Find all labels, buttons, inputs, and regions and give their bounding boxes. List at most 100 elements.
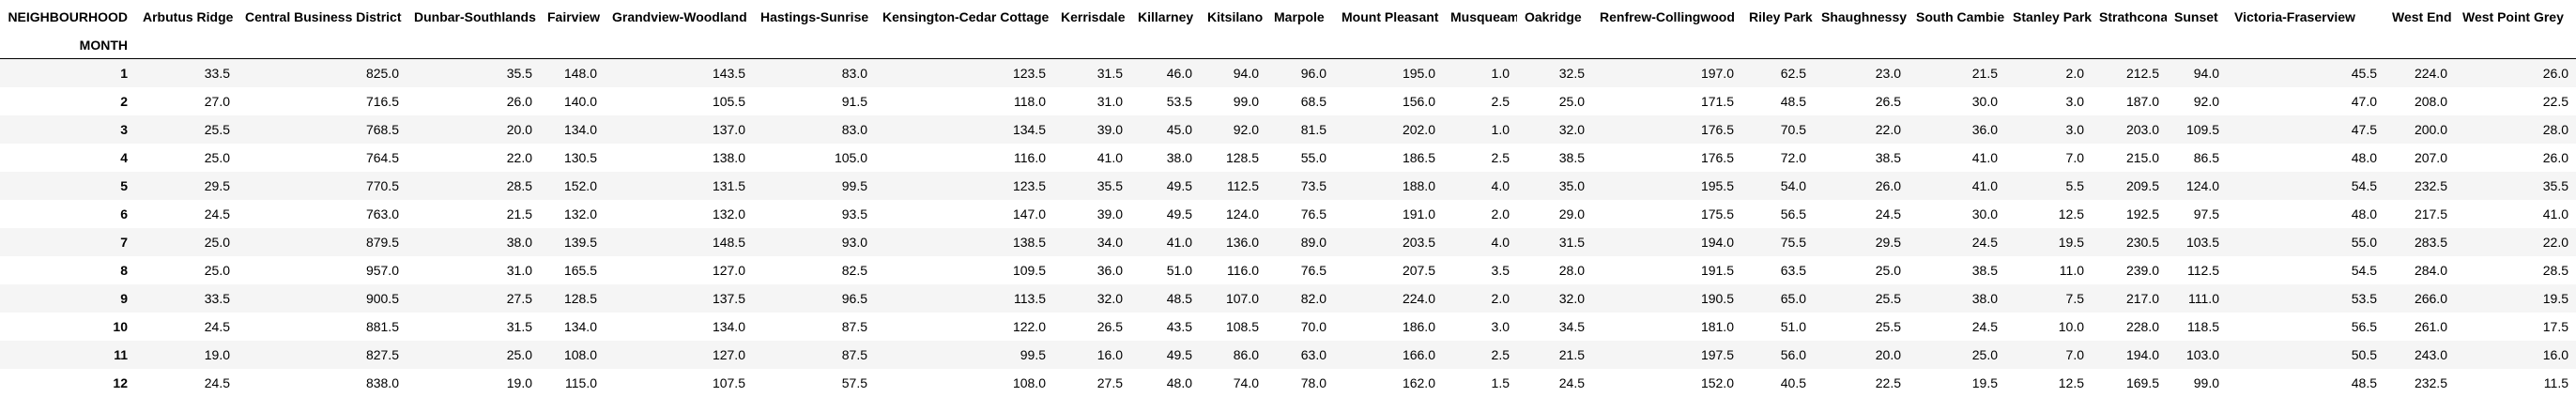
table-cell: 134.5 [1012, 121, 1046, 137]
table-cell: 224.0 [1402, 290, 1435, 306]
table-cell: 197.0 [1700, 65, 1734, 81]
table-cell: 838.0 [365, 374, 399, 390]
index-header-spacer [135, 32, 238, 59]
table-cell: 21.5 [1971, 65, 1998, 81]
table-cell: 112.5 [2187, 262, 2219, 278]
table-cell: 31.5 [506, 318, 532, 334]
table-cell: 283.5 [2414, 234, 2447, 250]
table-cell: 48.0 [1166, 374, 1192, 390]
table-row: 10 24.5 881.5 31.5 134.0 134.0 87.5 122.0 26.5 43… [0, 312, 2576, 341]
table-cell: 56.0 [1780, 346, 1806, 362]
table-cell: 41.0 [1166, 234, 1192, 250]
table-cell: 36.0 [1096, 262, 1123, 278]
table-cell: 103.5 [2185, 234, 2219, 250]
table-cell: 48.5 [1780, 93, 1806, 109]
table-cell: 62.5 [1780, 65, 1806, 81]
index-header-spacer [605, 32, 753, 59]
index-header-spacer [1909, 32, 2005, 59]
column-header: Victoria-Fraserview [2234, 9, 2355, 24]
table-cell: 108.0 [563, 346, 597, 362]
table-cell: 176.5 [1700, 149, 1734, 165]
table-cell: 2.0 [1491, 206, 1510, 221]
table-cell: 109.5 [2185, 121, 2219, 137]
table-cell: 3.0 [2065, 93, 2084, 109]
table-cell: 70.5 [1780, 121, 1806, 137]
table-cell: 3.0 [2065, 121, 2084, 137]
table-cell: 65.0 [1780, 290, 1806, 306]
row-index: 3 [120, 121, 128, 137]
table-cell: 195.0 [1402, 65, 1435, 81]
table-cell: 7.0 [2065, 346, 2084, 362]
row-index: 11 [114, 346, 128, 362]
row-index: 4 [120, 149, 128, 165]
table-cell: 32.0 [1558, 290, 1585, 306]
table-cell: 128.5 [1225, 149, 1259, 165]
table-cell: 207.5 [1402, 262, 1435, 278]
index-header-spacer [1053, 32, 1130, 59]
table-cell: 92.0 [1233, 121, 1259, 137]
index-header-spacer [1592, 32, 1741, 59]
table-cell: 31.0 [1096, 93, 1123, 109]
table-cell: 134.0 [712, 318, 745, 334]
table-cell: 20.0 [506, 121, 532, 137]
table-cell: 186.0 [1402, 318, 1435, 334]
table-cell: 152.0 [563, 177, 597, 193]
table-cell: 96.0 [1300, 65, 1326, 81]
row-index: 1 [120, 65, 128, 81]
table-cell: 99.0 [1233, 93, 1259, 109]
table-cell: 74.0 [1233, 374, 1259, 390]
table-cell: 32.5 [1558, 65, 1585, 81]
table-cell: 105.0 [834, 149, 867, 165]
table-cell: 49.5 [1166, 206, 1192, 221]
table-cell: 35.5 [1096, 177, 1123, 193]
table-cell: 770.5 [365, 177, 399, 193]
table-cell: 2.5 [1491, 93, 1510, 109]
table-cell: 81.5 [1300, 121, 1326, 137]
table-cell: 825.0 [365, 65, 399, 81]
table-cell: 27.5 [1096, 374, 1123, 390]
table-cell: 45.0 [1166, 121, 1192, 137]
table-cell: 230.5 [2125, 234, 2159, 250]
table-cell: 22.5 [1875, 374, 1901, 390]
table-cell: 22.0 [506, 149, 532, 165]
table-cell: 24.5 [1971, 234, 1998, 250]
table-cell: 215.0 [2125, 149, 2159, 165]
table-cell: 130.5 [563, 149, 597, 165]
table-cell: 63.5 [1780, 262, 1806, 278]
table-cell: 41.0 [1971, 149, 1998, 165]
index-header-spacer [2384, 32, 2455, 59]
table-cell: 19.5 [1971, 374, 1998, 390]
table-cell: 48.5 [2351, 374, 2377, 390]
table-cell: 261.0 [2414, 318, 2447, 334]
table-cell: 26.0 [1875, 177, 1901, 193]
table-cell: 266.0 [2414, 290, 2447, 306]
index-header-spacer [1517, 32, 1592, 59]
table-cell: 2.5 [1491, 346, 1510, 362]
table-cell: 118.0 [1014, 93, 1046, 109]
table-cell: 217.5 [2414, 206, 2447, 221]
table-cell: 38.5 [1875, 149, 1901, 165]
table-row: 3 25.5 768.5 20.0 134.0 137.0 83.0 134.5 39.0 45.… [0, 115, 2576, 144]
table-cell: 22.0 [1875, 121, 1901, 137]
table-cell: 56.5 [1780, 206, 1806, 221]
table-cell: 49.5 [1166, 177, 1192, 193]
table-cell: 19.5 [2542, 290, 2568, 306]
table-cell: 134.0 [563, 318, 597, 334]
index-header-spacer [875, 32, 1053, 59]
table-cell: 123.5 [1012, 65, 1046, 81]
table-cell: 12.5 [2058, 374, 2084, 390]
columns-name-label: NEIGHBOURHOOD [8, 9, 128, 24]
column-header: Musqueam [1450, 9, 1517, 24]
table-row: 2 27.0 716.5 26.0 140.0 105.5 91.5 118.0 31.0 53.… [0, 86, 2576, 115]
table-cell: 38.0 [1166, 149, 1192, 165]
table-cell: 11.0 [2059, 262, 2084, 278]
table-cell: 2.0 [1491, 290, 1510, 306]
table-cell: 31.0 [506, 262, 532, 278]
table-cell: 35.5 [506, 65, 532, 81]
table-row: 8 25.0 957.0 31.0 165.5 127.0 82.5 109.5 36.0 51.… [0, 255, 2576, 284]
table-cell: 3.0 [1491, 318, 1510, 334]
column-header: Kitsilano [1207, 9, 1264, 24]
table-cell: 27.0 [204, 93, 230, 109]
table-cell: 25.0 [506, 346, 532, 362]
index-header-spacer [1334, 32, 1443, 59]
